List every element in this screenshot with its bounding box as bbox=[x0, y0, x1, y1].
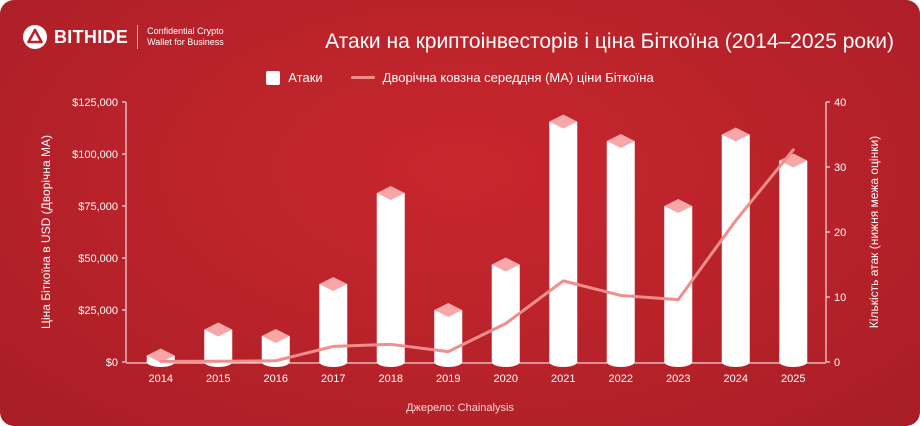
left-axis-title: Ціна Біткоїна в USD (Дворічна MA) bbox=[39, 135, 53, 329]
brand-name: BITHIDE bbox=[54, 26, 129, 47]
left-tick-label: $125,000 bbox=[72, 97, 118, 109]
bar-base bbox=[319, 357, 348, 367]
bar bbox=[434, 310, 463, 362]
price-line bbox=[159, 148, 795, 363]
brand-divider bbox=[137, 25, 139, 49]
x-tick-label: 2022 bbox=[609, 373, 633, 385]
bar-base bbox=[376, 357, 405, 367]
legend-item-attacks: Атаки bbox=[266, 70, 323, 85]
bar bbox=[319, 284, 348, 362]
legend: Атаки Дворічна ковзна середдня (MA) ціни… bbox=[0, 70, 920, 85]
bar bbox=[261, 336, 290, 362]
bar-base bbox=[434, 357, 463, 367]
legend-item-price: Дворічна ковзна середдня (MA) ціни Бітко… bbox=[350, 70, 654, 85]
bar-cap bbox=[261, 329, 290, 343]
x-tick-label: 2025 bbox=[781, 373, 805, 385]
x-tick-label: 2021 bbox=[551, 373, 575, 385]
triangle-in-circle-icon bbox=[23, 25, 47, 49]
bar-cap bbox=[491, 257, 520, 272]
x-tick-label: 2014 bbox=[149, 373, 173, 385]
bar bbox=[549, 121, 578, 362]
bar bbox=[606, 141, 635, 362]
right-tick-label: 30 bbox=[834, 162, 846, 174]
bar bbox=[664, 206, 693, 362]
bar-cap bbox=[721, 127, 750, 142]
bar-cap bbox=[549, 114, 578, 129]
bar-cap bbox=[376, 186, 405, 200]
bar bbox=[376, 193, 405, 362]
left-tick-label: $50,000 bbox=[78, 253, 118, 265]
legend-swatch-line bbox=[350, 76, 375, 79]
legend-label-attacks: Атаки bbox=[288, 70, 323, 85]
bar-base bbox=[721, 357, 750, 367]
right-tick-label: 40 bbox=[834, 97, 846, 109]
right-tick-label: 10 bbox=[834, 292, 846, 304]
left-tick-label: $100,000 bbox=[72, 149, 118, 161]
left-tick-label: $0 bbox=[106, 357, 118, 369]
bar bbox=[204, 329, 233, 362]
brand: BITHIDE Confidential Crypto Wallet for B… bbox=[22, 24, 237, 50]
bar-cap bbox=[204, 322, 233, 337]
left-tick-label: $25,000 bbox=[78, 305, 118, 317]
bar-cap bbox=[606, 134, 635, 148]
bar-base bbox=[491, 357, 520, 367]
brand-tagline: Confidential Crypto Wallet for Business bbox=[147, 26, 237, 48]
bar-cap bbox=[434, 303, 463, 317]
x-tick-label: 2019 bbox=[436, 373, 460, 385]
legend-label-price: Дворічна ковзна середдня (MA) ціни Бітко… bbox=[382, 70, 654, 85]
x-tick-label: 2020 bbox=[494, 373, 518, 385]
right-tick-label: 0 bbox=[834, 357, 840, 369]
bar bbox=[491, 264, 520, 362]
chart-title: Атаки на криптоінвесторів і ціна Біткоїн… bbox=[325, 30, 894, 53]
right-tick-label: 20 bbox=[834, 227, 846, 239]
bar-base bbox=[606, 357, 635, 367]
x-tick-label: 2018 bbox=[379, 373, 403, 385]
legend-swatch-bar bbox=[266, 70, 281, 85]
source-note: Джерело: Chainalysis bbox=[406, 402, 514, 414]
bar bbox=[721, 134, 750, 362]
tagline-line-2: Wallet for Business bbox=[147, 37, 224, 47]
x-tick-label: 2015 bbox=[206, 373, 230, 385]
bar bbox=[779, 160, 808, 362]
bar-cap bbox=[664, 199, 693, 213]
tagline-line-1: Confidential Crypto bbox=[147, 26, 224, 36]
x-tick-label: 2016 bbox=[264, 373, 288, 385]
x-tick-label: 2017 bbox=[321, 373, 345, 385]
bar-cap bbox=[319, 277, 348, 291]
x-tick-label: 2024 bbox=[724, 373, 748, 385]
left-tick-label: $75,000 bbox=[78, 201, 118, 213]
right-axis-title: Кількість атак (нижня межа оцінки) bbox=[867, 136, 881, 328]
bar-base bbox=[664, 357, 693, 367]
bar-base bbox=[779, 357, 808, 367]
bar-base bbox=[549, 357, 578, 367]
bar-cap bbox=[146, 348, 175, 363]
x-tick-label: 2023 bbox=[666, 373, 690, 385]
